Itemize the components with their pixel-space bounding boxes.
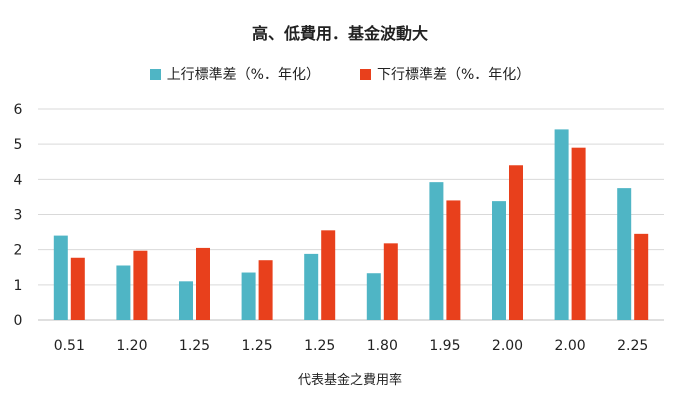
bar-upside-0 — [53, 235, 68, 320]
bar-upside-7 — [492, 201, 506, 320]
chart-title: 高、低費用．基金波動大 — [251, 24, 428, 43]
bar-downside-6 — [446, 200, 461, 320]
bars — [53, 129, 649, 320]
y-tick-label: 6 — [14, 102, 23, 118]
x-tick-label: 1.25 — [304, 338, 335, 354]
y-tick-label: 0 — [14, 313, 23, 329]
bar-downside-2 — [196, 247, 210, 320]
bar-downside-3 — [258, 260, 273, 320]
legend-label-upside: 上行標準差（%．年化） — [166, 67, 320, 83]
bar-downside-7 — [509, 165, 523, 320]
grid-lines — [38, 108, 664, 321]
legend: 上行標準差（%．年化） 下行標準差（%．年化） — [0, 64, 680, 84]
x-tick-label: 2.00 — [555, 338, 586, 354]
legend-label-downside: 下行標準差（%．年化） — [377, 67, 531, 83]
legend-swatch-upside — [149, 68, 161, 80]
bar-upside-2 — [179, 281, 193, 320]
bar-upside-6 — [429, 182, 444, 320]
x-tick-label: 2.00 — [492, 338, 523, 354]
bar-upside-4 — [304, 253, 319, 320]
bar-upside-8 — [554, 129, 569, 320]
x-tick-label: 1.95 — [429, 338, 460, 354]
x-axis-label: 代表基金之費用率 — [298, 372, 402, 388]
x-tick-label: 1.25 — [242, 338, 273, 354]
x-tick-label: 2.25 — [617, 338, 648, 354]
bar-downside-0 — [70, 257, 85, 320]
bar-downside-5 — [383, 243, 398, 320]
bar-downside-1 — [133, 250, 148, 320]
y-tick-label: 5 — [14, 137, 23, 153]
bar-downside-9 — [634, 233, 649, 320]
x-tick-label: 1.20 — [116, 338, 147, 354]
legend-item-upside: 上行標準差（%．年化） — [149, 64, 320, 84]
bar-downside-8 — [571, 147, 586, 320]
x-tick-label: 1.25 — [179, 338, 210, 354]
y-tick-label: 1 — [14, 278, 23, 294]
bar-upside-3 — [241, 272, 256, 320]
bar-upside-5 — [366, 273, 381, 320]
y-tick-label: 3 — [14, 208, 23, 224]
x-tick-label: 0.51 — [54, 338, 85, 354]
x-axis-ticks: 0.51 1.20 1.25 1.25 1.25 1.80 1.95 2.00 2.00 2.25 — [54, 338, 649, 354]
y-axis-ticks: 0 1 2 3 4 5 6 — [14, 102, 23, 329]
bar-downside-4 — [321, 230, 336, 320]
y-tick-label: 4 — [14, 172, 23, 188]
y-tick-label: 2 — [14, 243, 23, 259]
legend-swatch-downside — [360, 68, 371, 80]
bar-upside-1 — [116, 265, 131, 320]
x-tick-label: 1.80 — [367, 338, 398, 354]
bar-upside-9 — [617, 188, 632, 320]
legend-item-downside: 下行標準差（%．年化） — [360, 64, 530, 84]
